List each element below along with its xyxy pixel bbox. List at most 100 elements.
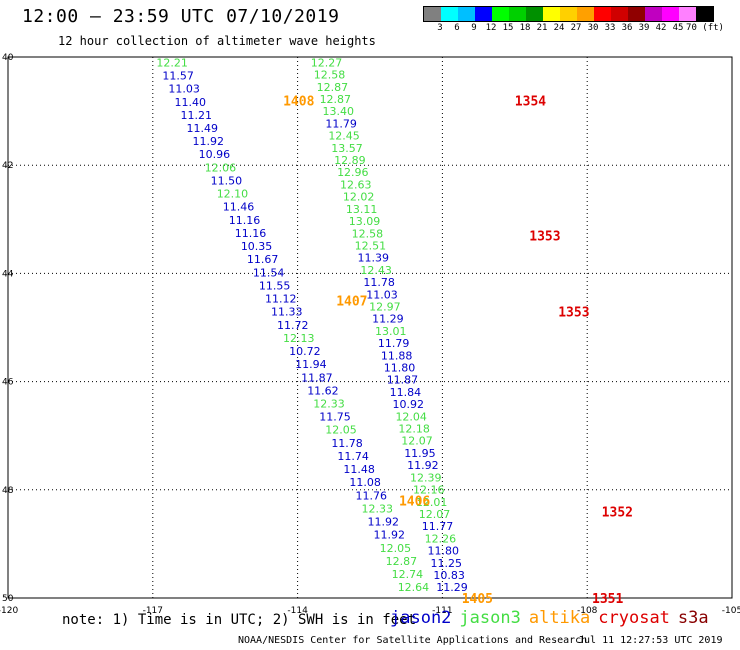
latitude-tick-label: 42 bbox=[2, 161, 13, 171]
color-swatch-9 bbox=[577, 7, 594, 21]
wave-height-label: 12.18 bbox=[398, 423, 430, 436]
color-scale-label: 27 bbox=[570, 23, 582, 33]
color-swatch-10 bbox=[594, 7, 611, 21]
pass-time-label: 1407 bbox=[336, 294, 367, 309]
color-swatch-4 bbox=[492, 7, 509, 21]
wave-height-label: 11.67 bbox=[247, 253, 279, 266]
wave-height-label: 11.92 bbox=[374, 529, 406, 542]
wave-height-label: 11.50 bbox=[211, 174, 243, 187]
wave-height-label: 11.80 bbox=[384, 362, 416, 375]
pass-time-label: 1353 bbox=[529, 230, 560, 245]
wave-height-label: 11.92 bbox=[368, 516, 400, 529]
color-swatch-6 bbox=[526, 7, 543, 21]
color-scale-label: 39 bbox=[638, 23, 650, 33]
wave-height-label: 11.54 bbox=[253, 266, 285, 279]
wave-height-label: 12.74 bbox=[392, 568, 424, 581]
map-frame bbox=[7, 56, 733, 599]
latitude-tick-label: 46 bbox=[2, 378, 14, 388]
wave-height-label: 12.63 bbox=[340, 178, 372, 191]
wave-height-label: 12.64 bbox=[398, 581, 430, 594]
wave-height-label: 12.87 bbox=[317, 81, 349, 94]
wave-height-label: 13.01 bbox=[375, 325, 407, 338]
wave-height-label: 11.87 bbox=[387, 374, 419, 387]
wave-height-label: 13.11 bbox=[346, 203, 378, 216]
wave-height-label: 12.10 bbox=[217, 188, 249, 201]
wave-height-label: 12.27 bbox=[311, 56, 343, 69]
wave-height-label: 11.87 bbox=[301, 371, 333, 384]
wave-height-label: 11.76 bbox=[355, 489, 387, 502]
wave-height-label: 12.97 bbox=[369, 300, 401, 313]
wave-height-label: 12.06 bbox=[205, 161, 237, 174]
color-swatch-12 bbox=[628, 7, 645, 21]
wave-height-label: 11.78 bbox=[363, 276, 395, 289]
wave-height-label: 12.04 bbox=[395, 410, 427, 423]
wave-height-label: 11.12 bbox=[265, 293, 297, 306]
wave-height-label: 11.16 bbox=[235, 227, 267, 240]
wave-height-label: 11.16 bbox=[229, 214, 261, 227]
wave-height-label: 11.39 bbox=[358, 252, 390, 265]
color-scale-label: 21 bbox=[536, 23, 548, 33]
pass-time-label: 1408 bbox=[283, 94, 314, 109]
pass-time-label: 1354 bbox=[515, 94, 546, 109]
wave-height-label: 11.92 bbox=[193, 135, 225, 148]
wave-height-label: 11.03 bbox=[366, 288, 398, 301]
wave-height-label: 12.33 bbox=[313, 398, 345, 411]
color-scale-label: 12 bbox=[485, 23, 497, 33]
wave-height-label: 12.05 bbox=[325, 424, 357, 437]
wave-height-label: 11.33 bbox=[271, 306, 303, 319]
wave-height-label: 12.33 bbox=[361, 502, 393, 515]
wave-height-label: 12.58 bbox=[314, 69, 346, 82]
map-title: 12:00 – 23:59 UTC 07/10/2019 bbox=[22, 6, 340, 27]
wave-height-label: 11.55 bbox=[259, 279, 291, 292]
color-swatch-14 bbox=[662, 7, 679, 21]
wave-height-label: 12.02 bbox=[343, 191, 375, 204]
wave-height-label: 11.29 bbox=[372, 313, 404, 326]
wave-height-label: 12.16 bbox=[413, 484, 445, 497]
wave-height-label: 11.40 bbox=[174, 96, 206, 109]
wave-height-label: 11.80 bbox=[428, 545, 460, 558]
wave-height-label: 12.58 bbox=[352, 227, 384, 240]
wave-height-label: 11.08 bbox=[349, 476, 381, 489]
color-scale-label: 45 bbox=[672, 23, 684, 33]
wave-height-label: 12.51 bbox=[355, 239, 387, 252]
wave-height-label: 12.07 bbox=[401, 435, 433, 448]
color-swatch-2 bbox=[458, 7, 475, 21]
wave-height-label: 11.57 bbox=[162, 70, 194, 83]
credit-line: NOAA/NESDIS Center for Satellite Applica… bbox=[238, 635, 588, 646]
color-swatch-11 bbox=[611, 7, 628, 21]
wave-height-label: 11.79 bbox=[378, 337, 410, 350]
wave-height-label: 12.43 bbox=[360, 264, 392, 277]
wave-height-label: 10.96 bbox=[199, 148, 231, 161]
color-scale-label: 70 (ft) bbox=[686, 23, 724, 33]
wave-height-label: 12.39 bbox=[410, 471, 442, 484]
pass-time-label: 1405 bbox=[462, 592, 493, 607]
color-swatch-0 bbox=[424, 7, 441, 21]
map-subtitle: 12 hour collection of altimeter wave hei… bbox=[58, 34, 376, 48]
latitude-tick-label: 44 bbox=[2, 269, 14, 279]
wave-height-label: 11.77 bbox=[422, 520, 454, 533]
color-scale-label: 9 bbox=[471, 23, 477, 33]
wave-height-label: 10.35 bbox=[241, 240, 273, 253]
wave-height-label: 12.45 bbox=[328, 130, 360, 143]
wave-height-label: 11.29 bbox=[436, 581, 468, 594]
wave-height-label: 10.72 bbox=[289, 345, 321, 358]
color-scale-label: 30 bbox=[587, 23, 599, 33]
wave-height-label: 11.48 bbox=[343, 463, 375, 476]
color-swatch-15 bbox=[679, 7, 696, 21]
wave-height-label: 11.46 bbox=[223, 201, 255, 214]
wave-height-label: 12.05 bbox=[380, 542, 412, 555]
wave-height-label: 11.88 bbox=[381, 349, 413, 362]
longitude-tick-label: -108 bbox=[577, 606, 598, 616]
wave-height-label: 11.95 bbox=[404, 447, 436, 460]
wave-height-label: 13.09 bbox=[349, 215, 381, 228]
longitude-tick-label: -105 bbox=[722, 606, 740, 616]
legend-s3a: s3a bbox=[677, 608, 709, 628]
wave-height-label: 11.79 bbox=[325, 117, 357, 130]
longitude-tick-label: -114 bbox=[287, 606, 308, 616]
wave-height-label: 10.83 bbox=[433, 569, 465, 582]
wave-height-label: 12.96 bbox=[337, 166, 369, 179]
color-swatch-3 bbox=[475, 7, 492, 21]
longitude-tick-label: -111 bbox=[432, 606, 452, 616]
wave-height-label: 11.49 bbox=[187, 122, 219, 135]
